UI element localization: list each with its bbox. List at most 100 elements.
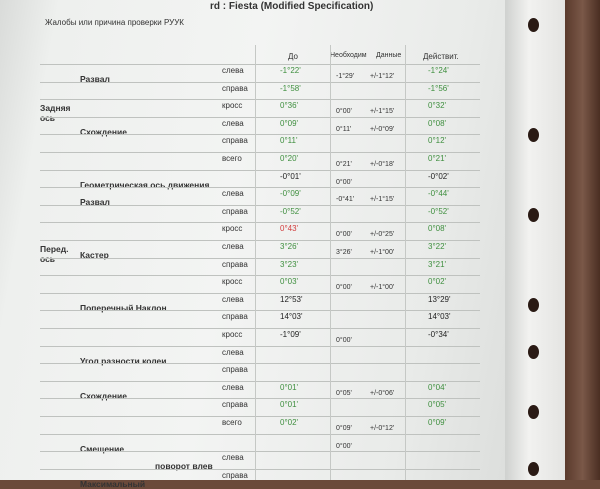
row-divider xyxy=(40,257,480,259)
row-before: 0°03' xyxy=(280,277,299,287)
row-spec: 0°00' xyxy=(336,108,352,116)
row-side: слева xyxy=(222,382,244,392)
row-actual: 0°12' xyxy=(428,136,447,146)
row-actual: 0°02' xyxy=(428,277,447,287)
row-name: Угол разности колеи xyxy=(80,355,167,366)
row-side: справа xyxy=(222,365,248,375)
row-before: -0°01' xyxy=(280,171,301,181)
row-tol: +/-1°00' xyxy=(370,284,395,292)
row-name: Максимальный xyxy=(80,478,146,489)
complaint-label: Жалобы или причина проверки РУУК xyxy=(45,18,184,27)
row-spec: 0°11' xyxy=(336,125,352,133)
row-tol: +/-1°15' xyxy=(370,108,395,116)
row-side: всего xyxy=(222,418,242,427)
row-before: 0°43' xyxy=(280,224,299,234)
row-spec: 0°00' xyxy=(336,178,352,186)
row-actual: 3°22' xyxy=(428,242,447,251)
row-divider xyxy=(40,363,480,365)
row-divider xyxy=(40,468,480,470)
row-before: 0°01' xyxy=(280,382,299,392)
column-divider xyxy=(330,45,331,480)
row-group: Перед. ось xyxy=(40,244,69,264)
row-side: справа xyxy=(222,400,248,410)
row-actual: 0°09' xyxy=(428,418,447,427)
row-spec: 0°00' xyxy=(336,337,352,344)
row-name: Схождение xyxy=(80,390,127,401)
row-name: Схождение xyxy=(80,126,127,137)
row-divider xyxy=(40,310,480,312)
column-divider xyxy=(405,45,406,480)
alignment-report-sheet: rd : Fiesta (Modified Specification) Жал… xyxy=(0,0,510,489)
row-actual: 13°29' xyxy=(428,294,451,304)
row-divider xyxy=(40,345,480,347)
binder-cover xyxy=(565,0,600,480)
header-spec: Необходим xyxy=(330,52,367,59)
row-divider xyxy=(40,433,480,435)
row-spec: 0°00' xyxy=(336,442,352,450)
report-title: rd : Fiesta (Modified Specification) xyxy=(210,1,374,12)
row-side: справа xyxy=(222,312,248,322)
row-name: Развал xyxy=(80,74,110,84)
row-spec: 3°26' xyxy=(336,249,352,256)
row-divider xyxy=(40,64,480,65)
row-before: -1°09' xyxy=(280,330,301,339)
row-side: слева xyxy=(222,242,244,251)
row-divider xyxy=(40,240,480,241)
row-tol: +/-1°15' xyxy=(370,196,395,204)
row-tol: +/-0°09' xyxy=(370,125,395,133)
row-before: 0°02' xyxy=(280,418,299,427)
row-divider xyxy=(40,152,480,153)
row-spec: 0°00' xyxy=(336,231,352,239)
row-divider xyxy=(40,187,480,189)
row-spec: 0°09' xyxy=(336,425,352,432)
row-divider xyxy=(40,416,480,417)
row-actual: 0°32' xyxy=(428,101,447,111)
row-before: -1°58' xyxy=(280,83,301,93)
row-divider xyxy=(40,99,480,101)
row-actual: -0°02' xyxy=(428,171,449,181)
row-side: справа xyxy=(222,136,248,146)
row-actual: 0°08' xyxy=(428,118,447,128)
row-before: 12°53' xyxy=(280,294,303,304)
header-tolerance: Данные xyxy=(376,52,402,59)
row-side: слева xyxy=(222,189,244,199)
row-spec: -0°41' xyxy=(336,196,355,204)
row-tol: +/-0°06' xyxy=(370,389,395,397)
row-before: -0°09' xyxy=(280,189,301,199)
row-name: Геометрическая ось движения xyxy=(80,179,210,190)
header-before: До xyxy=(288,52,298,61)
row-divider xyxy=(40,222,480,224)
row-name: Смещение xyxy=(80,443,125,454)
row-actual: 0°08' xyxy=(428,224,447,234)
row-tol: +/-0°12' xyxy=(370,425,395,432)
row-divider xyxy=(40,116,480,118)
row-divider xyxy=(40,81,480,83)
row-divider xyxy=(40,380,480,382)
row-actual: -0°44' xyxy=(428,189,449,199)
row-name: Поперечный Наклон xyxy=(80,302,167,313)
row-spec: 0°21' xyxy=(336,161,352,168)
row-side: слева xyxy=(222,294,244,304)
row-before: 0°11' xyxy=(280,136,298,146)
column-divider xyxy=(255,45,256,480)
row-divider xyxy=(40,204,480,206)
punch-hole xyxy=(528,462,539,476)
row-side: всего xyxy=(222,154,242,163)
row-side: справа xyxy=(222,259,248,269)
row-before: 0°20' xyxy=(280,154,299,163)
row-name: Кастер xyxy=(80,250,109,260)
punch-hole xyxy=(528,298,539,312)
row-divider xyxy=(40,398,480,400)
row-tol: +/-1°12' xyxy=(370,73,395,80)
header-actual: Действит. xyxy=(423,52,459,61)
row-actual: -1°56' xyxy=(428,83,449,93)
row-before: 0°01' xyxy=(280,400,299,410)
row-actual: 14°03' xyxy=(428,312,451,322)
row-actual: -0°34' xyxy=(428,330,449,339)
row-divider xyxy=(40,328,480,329)
row-side: кросс xyxy=(222,224,243,234)
row-before: 3°26' xyxy=(280,242,299,251)
row-side: справа xyxy=(222,206,248,216)
row-spec: -1°29' xyxy=(336,73,355,80)
punch-hole xyxy=(528,208,539,222)
